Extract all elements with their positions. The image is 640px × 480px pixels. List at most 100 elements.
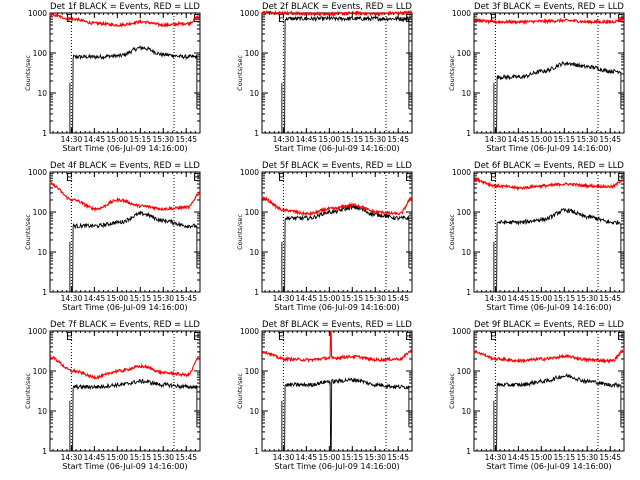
detector-panel: Det 8f BLACK = Events, RED = LLD 1 10 100 10… [236, 320, 413, 471]
panel-title: Det 3f BLACK = Events, RED = LLD [474, 2, 624, 12]
x-tick-label: 15:45 [387, 453, 409, 462]
events-series-line [493, 372, 622, 452]
y-tick-label: 1000 [240, 9, 259, 18]
y-tick-label: 1000 [240, 327, 259, 336]
y-tick-label: 100 [245, 208, 260, 217]
x-tick-label: 15:30 [364, 453, 386, 462]
plot-frame [261, 171, 413, 293]
y-tick-label: 100 [457, 367, 472, 376]
panel-title: Det 2f BLACK = Events, RED = LLD [262, 2, 412, 12]
x-tick-label: 15:45 [599, 453, 621, 462]
x-tick-label: 15:30 [152, 294, 174, 303]
events-series-line [281, 204, 410, 293]
y-axis-label: Counts/sec [24, 55, 32, 91]
x-axis-label: Start Time (06-Jul-09 14:16:00) [486, 462, 611, 471]
y-tick-label: 1 [42, 129, 47, 138]
y-tick-label: 10 [37, 407, 47, 416]
x-tick-label: 15:45 [387, 294, 409, 303]
x-tick-label: 15:30 [576, 453, 598, 462]
x-axis-label: Start Time (06-Jul-09 14:16:00) [274, 303, 399, 312]
detector-panel: Det 3f BLACK = Events, RED = LLD 1 10 100 10… [448, 2, 625, 153]
y-tick-label: 1 [42, 288, 47, 297]
x-tick-label: 14:30 [273, 294, 295, 303]
x-axis-label: Start Time (06-Jul-09 14:16:00) [486, 144, 611, 153]
x-tick-label: 14:45 [508, 135, 530, 144]
plot-frame [261, 330, 413, 452]
events-series-line [69, 378, 198, 452]
x-tick-label: 14:30 [273, 453, 295, 462]
plot-frame [473, 330, 625, 452]
detector-panel: Det 9f BLACK = Events, RED = LLD 1 10 100 10… [448, 320, 625, 471]
y-tick-label: 10 [461, 407, 471, 416]
x-tick-label: 15:30 [364, 294, 386, 303]
y-tick-label: 100 [457, 49, 472, 58]
panel-title: Det 6f BLACK = Events, RED = LLD [474, 161, 624, 171]
detector-panel: Det 4f BLACK = Events, RED = LLD 1 10 100 10… [24, 161, 201, 312]
e-marker: E [193, 171, 200, 184]
x-tick-label: 14:30 [485, 453, 507, 462]
x-tick-label: 14:45 [296, 135, 318, 144]
x-tick-label: 15:00 [531, 135, 553, 144]
e-marker: E [193, 330, 200, 343]
x-tick-label: 15:15 [129, 135, 151, 144]
e-marker: E [405, 330, 412, 343]
lld-series-line [473, 16, 625, 26]
x-tick-label: 15:00 [107, 294, 129, 303]
y-tick-label: 1000 [452, 327, 471, 336]
e-marker: E [66, 171, 73, 184]
y-tick-label: 100 [245, 49, 260, 58]
e-marker: E [278, 171, 285, 184]
y-tick-label: 1000 [28, 9, 47, 18]
y-axis-label: Counts/sec [448, 214, 456, 250]
lld-series-line [473, 348, 625, 364]
x-tick-label: 14:30 [485, 294, 507, 303]
x-tick-label: 15:30 [364, 135, 386, 144]
plot-frame [473, 12, 625, 134]
y-axis-label: Counts/sec [24, 214, 32, 250]
x-tick-label: 15:30 [576, 294, 598, 303]
events-series-line [69, 45, 198, 134]
x-tick-label: 14:45 [508, 453, 530, 462]
y-tick-label: 10 [249, 407, 259, 416]
x-tick-label: 14:45 [296, 294, 318, 303]
plot-frame [49, 12, 201, 134]
y-tick-label: 1 [42, 447, 47, 456]
x-axis-label: Start Time (06-Jul-09 14:16:00) [62, 462, 187, 471]
x-tick-label: 15:15 [129, 294, 151, 303]
e-marker: E [617, 330, 624, 343]
x-tick-label: 15:30 [152, 135, 174, 144]
x-tick-label: 15:30 [576, 135, 598, 144]
x-tick-label: 14:45 [84, 294, 106, 303]
y-tick-label: 1 [254, 447, 259, 456]
y-tick-label: 10 [461, 89, 471, 98]
plot-frame [49, 330, 201, 452]
x-tick-label: 15:45 [387, 135, 409, 144]
panel-title: Det 4f BLACK = Events, RED = LLD [50, 161, 200, 171]
detector-panel: Det 5f BLACK = Events, RED = LLD 1 10 100 10… [236, 161, 413, 312]
x-tick-label: 14:30 [273, 135, 295, 144]
lld-series-line [49, 182, 201, 213]
y-axis-label: Counts/sec [448, 373, 456, 409]
detector-panel: Det 6f BLACK = Events, RED = LLD 1 10 100 10… [448, 161, 625, 312]
plot-frame [49, 171, 201, 293]
y-tick-label: 10 [461, 248, 471, 257]
events-series-line [69, 210, 198, 293]
y-tick-label: 10 [249, 248, 259, 257]
detector-panel: Det 7f BLACK = Events, RED = LLD 1 10 100 10… [24, 320, 201, 471]
events-series-line [493, 60, 622, 134]
e-marker: E [278, 330, 285, 343]
x-tick-label: 15:00 [319, 453, 341, 462]
x-tick-label: 15:45 [599, 135, 621, 144]
detector-panel: Det 1f BLACK = Events, RED = LLD 1 10 100 10… [24, 2, 201, 153]
y-tick-label: 10 [249, 89, 259, 98]
panel-title: Det 8f BLACK = Events, RED = LLD [262, 320, 412, 330]
x-tick-label: 14:45 [508, 294, 530, 303]
x-tick-label: 15:45 [175, 135, 197, 144]
x-tick-label: 14:45 [84, 453, 106, 462]
lld-series-line [261, 330, 413, 363]
x-axis-label: Start Time (06-Jul-09 14:16:00) [274, 144, 399, 153]
y-tick-label: 1000 [452, 168, 471, 177]
e-marker: E [278, 12, 285, 25]
x-tick-label: 15:45 [175, 453, 197, 462]
